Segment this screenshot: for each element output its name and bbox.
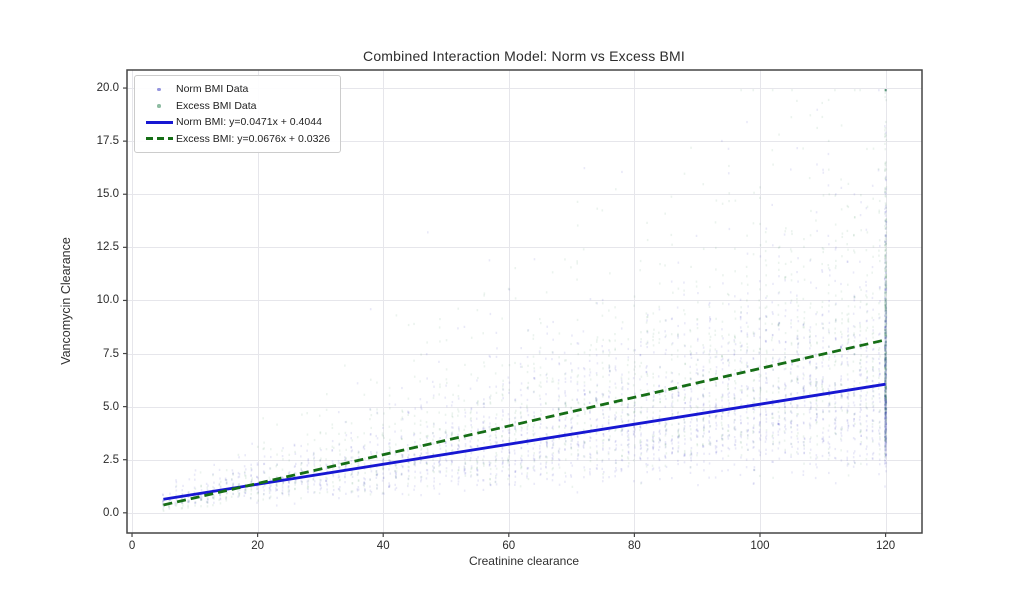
y-tick-label: 0.0 (103, 506, 119, 519)
legend-item-label: Norm BMI Data (176, 83, 249, 96)
x-tick-label: 120 (875, 540, 896, 552)
legend-marker-dot-icon (142, 104, 176, 108)
y-tick-label: 17.5 (96, 135, 119, 148)
y-tick-label: 12.5 (96, 241, 119, 254)
x-tick-label: 0 (128, 540, 136, 552)
x-tick-label: 40 (376, 540, 390, 552)
x-tick-label: 100 (750, 540, 770, 552)
x-tick-label: 80 (627, 540, 641, 552)
legend: Norm BMI Data Excess BMI Data Norm BMI: y=… (134, 75, 342, 153)
legend-marker-dot-icon (142, 87, 176, 91)
y-tick-label: 15.0 (96, 188, 119, 201)
x-tick-label: 20 (251, 540, 265, 552)
y-tick-label: 7.5 (103, 347, 119, 360)
legend-item: Norm BMI Data (142, 81, 330, 98)
y-tick-label: 5.0 (103, 400, 119, 413)
legend-item: Excess BMI: y=0.0676x + 0.0326 (142, 131, 330, 148)
y-axis-label: Vancomycin Clearance (59, 237, 73, 365)
legend-marker-solid-line-icon (142, 120, 176, 124)
y-tick-label: 20.0 (96, 82, 119, 95)
legend-marker-dashed-line-icon (142, 137, 176, 141)
legend-item-label: Norm BMI: y=0.0471x + 0.4044 (176, 116, 322, 129)
legend-item: Norm BMI: y=0.0471x + 0.4044 (142, 114, 330, 131)
x-axis-label: Creatinine clearance (468, 554, 580, 568)
x-tick-label: 60 (502, 540, 516, 552)
y-tick-label: 10.0 (96, 294, 119, 307)
legend-item-label: Excess BMI Data (176, 99, 257, 112)
chart-title: Combined Interaction Model: Norm vs Exce… (363, 48, 685, 64)
y-tick-label: 2.5 (103, 453, 119, 466)
legend-item: Excess BMI Data (142, 98, 330, 115)
legend-item-label: Excess BMI: y=0.0676x + 0.0326 (176, 132, 331, 145)
